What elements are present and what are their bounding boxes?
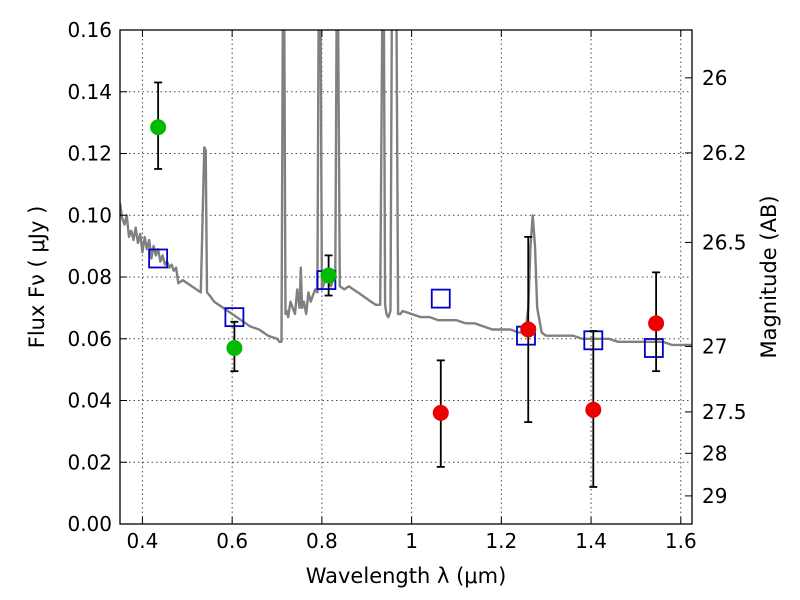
x-tick-label: 0.6	[216, 529, 248, 553]
y-tick-label: 0.16	[67, 18, 112, 42]
y-tick-label: 0.02	[67, 450, 112, 474]
model-square-marker	[148, 248, 169, 269]
y-tick-label: 0.12	[67, 142, 112, 166]
flux-point-marker	[320, 267, 337, 284]
y-tick-label: 0.04	[67, 389, 112, 413]
y-tick-label: 0.06	[67, 327, 112, 351]
y2-tick-label: 26.2	[702, 141, 747, 165]
flux-point-marker	[648, 315, 665, 332]
x-axis-label: Wavelength λ (μm)	[306, 564, 507, 588]
x-tick-label: 1.2	[485, 529, 517, 553]
y2-tick-label: 27	[702, 334, 727, 358]
flux-point-marker	[585, 401, 602, 418]
y-tick-label: 0.10	[67, 203, 112, 227]
flux-point-marker	[432, 404, 449, 421]
x-tick-label: 1.4	[575, 529, 607, 553]
x-tick-label: 0.4	[127, 529, 159, 553]
flux-point-marker	[150, 119, 167, 136]
y-tick-label: 0.08	[67, 265, 112, 289]
y-tick-label: 0.14	[67, 80, 112, 104]
spectrum-line	[120, 30, 692, 347]
y2-axis-label: Magnitude (AB)	[757, 195, 781, 358]
x-tick-label: 1	[405, 529, 418, 553]
y2-tick-label: 28	[702, 441, 727, 465]
x-tick-label: 1.6	[665, 529, 697, 553]
y2-tick-label: 26	[702, 66, 727, 90]
y2-tick-label: 26.5	[702, 230, 747, 254]
axis-ticks: 0.4 0.6 0.8 1 1.2 1.4 1.6 0.00 0.02 0.04 0.06 0.08 0…	[67, 18, 746, 553]
model-square-marker	[643, 338, 664, 358]
plot-area	[120, 30, 692, 488]
y-axis-label: Flux Fν ( μJy )	[25, 206, 49, 349]
model-square-marker	[430, 288, 451, 309]
flux-point-marker	[226, 340, 243, 357]
y2-tick-label: 29	[702, 484, 727, 508]
x-tick-label: 0.8	[306, 529, 338, 553]
y2-tick-label: 27.5	[702, 400, 747, 424]
y-tick-label: 0.00	[67, 512, 112, 536]
flux-point-marker	[520, 321, 537, 338]
